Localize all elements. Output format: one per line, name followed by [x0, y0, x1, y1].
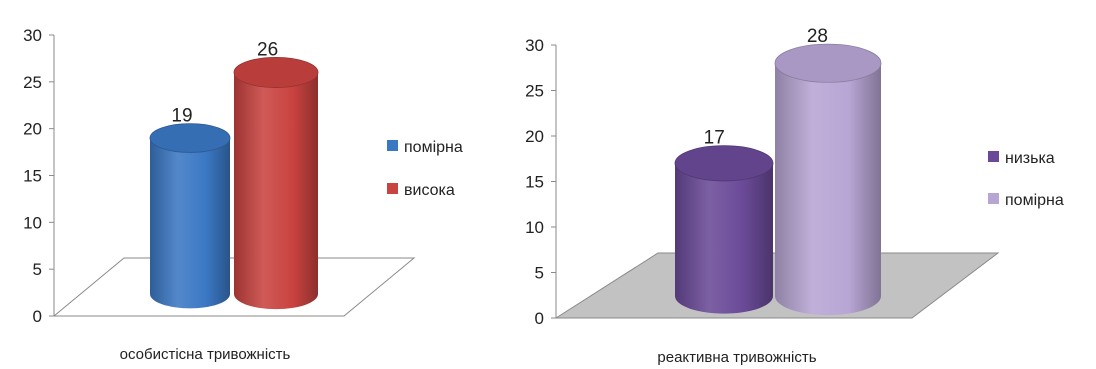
y-tick-label: 30 — [525, 36, 544, 55]
y-tick-label: 20 — [525, 127, 544, 146]
bar-cylinder-1: 17 — [674, 128, 774, 314]
bar-cylinder-2: 28 — [774, 26, 882, 316]
bar-body — [775, 63, 881, 316]
chart-2-y-axis: 0 5 10 15 20 25 30 — [525, 36, 557, 328]
y-tick-label: 0 — [535, 309, 544, 328]
bar-cylinder-2: 26 — [233, 39, 319, 310]
bar-top — [233, 56, 319, 88]
chart-2-legend-swatch-2 — [988, 193, 999, 204]
y-tick-label: 15 — [525, 173, 544, 192]
chart-1-legend-label-2: висока — [404, 182, 455, 199]
y-tick-label: 5 — [535, 264, 544, 283]
chart-1-legend: помірна висока — [387, 139, 463, 199]
y-tick-label: 10 — [525, 218, 544, 237]
data-label: 28 — [807, 26, 828, 47]
bar-body — [150, 138, 230, 309]
bar-top — [774, 43, 882, 83]
data-label: 19 — [171, 106, 192, 127]
bar-body — [234, 72, 318, 310]
y-tick-label: 20 — [23, 120, 42, 139]
chart-2-legend-swatch-1 — [988, 151, 999, 162]
y-tick-label: 0 — [33, 307, 42, 326]
bar-cylinder-1: 19 — [149, 106, 231, 309]
bar-top — [149, 123, 231, 153]
chart-1-category-label: особистісна тривожність — [120, 346, 291, 363]
chart-1-legend-swatch-1 — [387, 140, 398, 151]
y-tick-label: 15 — [23, 167, 42, 186]
data-label: 26 — [257, 39, 278, 60]
data-label: 17 — [704, 128, 725, 149]
chart-1-legend-label-1: помірна — [404, 139, 463, 156]
y-tick-label: 25 — [23, 73, 42, 92]
chart-2-category-label: реактивна тривожність — [657, 349, 816, 366]
y-tick-label: 5 — [33, 260, 42, 279]
y-tick-label: 25 — [525, 82, 544, 101]
chart-1-legend-swatch-2 — [387, 183, 398, 194]
chart-2-legend-label-1: низька — [1005, 150, 1055, 167]
y-tick-label: 30 — [23, 26, 42, 45]
bar-body — [675, 163, 773, 314]
y-tick-label: 10 — [23, 213, 42, 232]
chart-1-y-axis: 0 5 10 15 20 25 30 — [23, 26, 55, 326]
chart-2-legend-label-2: помірна — [1005, 192, 1064, 209]
chart-2-legend: низька помірна — [988, 150, 1064, 209]
bar-top — [674, 145, 774, 182]
